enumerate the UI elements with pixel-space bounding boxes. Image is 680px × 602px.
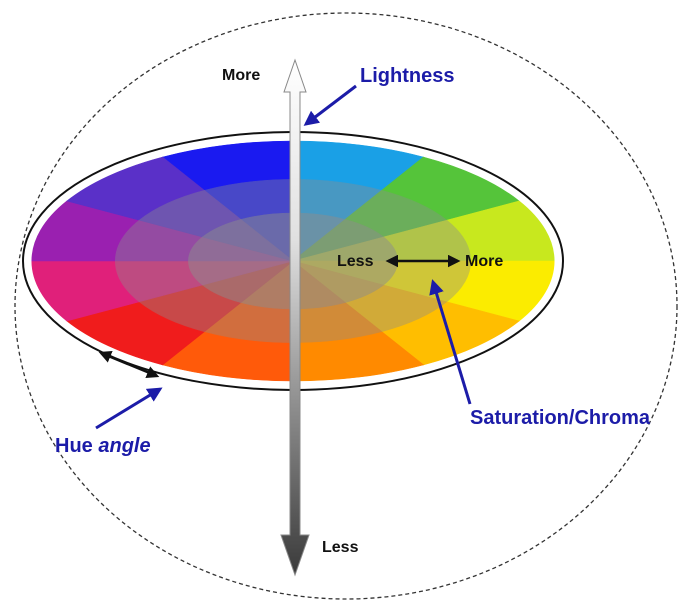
sphere-outline	[14, 12, 678, 600]
hue-sector	[201, 219, 295, 262]
lightness-axis	[280, 58, 310, 577]
hue-title: Hue angle	[55, 435, 151, 457]
saturation-outer: More	[465, 253, 503, 270]
hue-pointer	[95, 387, 163, 430]
hue-arrow	[98, 351, 160, 378]
lightness-bottom: Less	[322, 539, 359, 556]
lightness-top: More	[222, 67, 260, 84]
hue-word: Hue	[55, 435, 93, 457]
saturation-inner: Less	[337, 253, 374, 270]
saturation-title: Saturation/Chroma	[470, 407, 651, 429]
saturation-pointer	[429, 279, 472, 405]
lightness-pointer	[303, 84, 357, 126]
hue-emphasis: angle	[98, 435, 150, 457]
lightness-title: Lightness	[360, 65, 454, 87]
color-wheel	[31, 140, 555, 382]
